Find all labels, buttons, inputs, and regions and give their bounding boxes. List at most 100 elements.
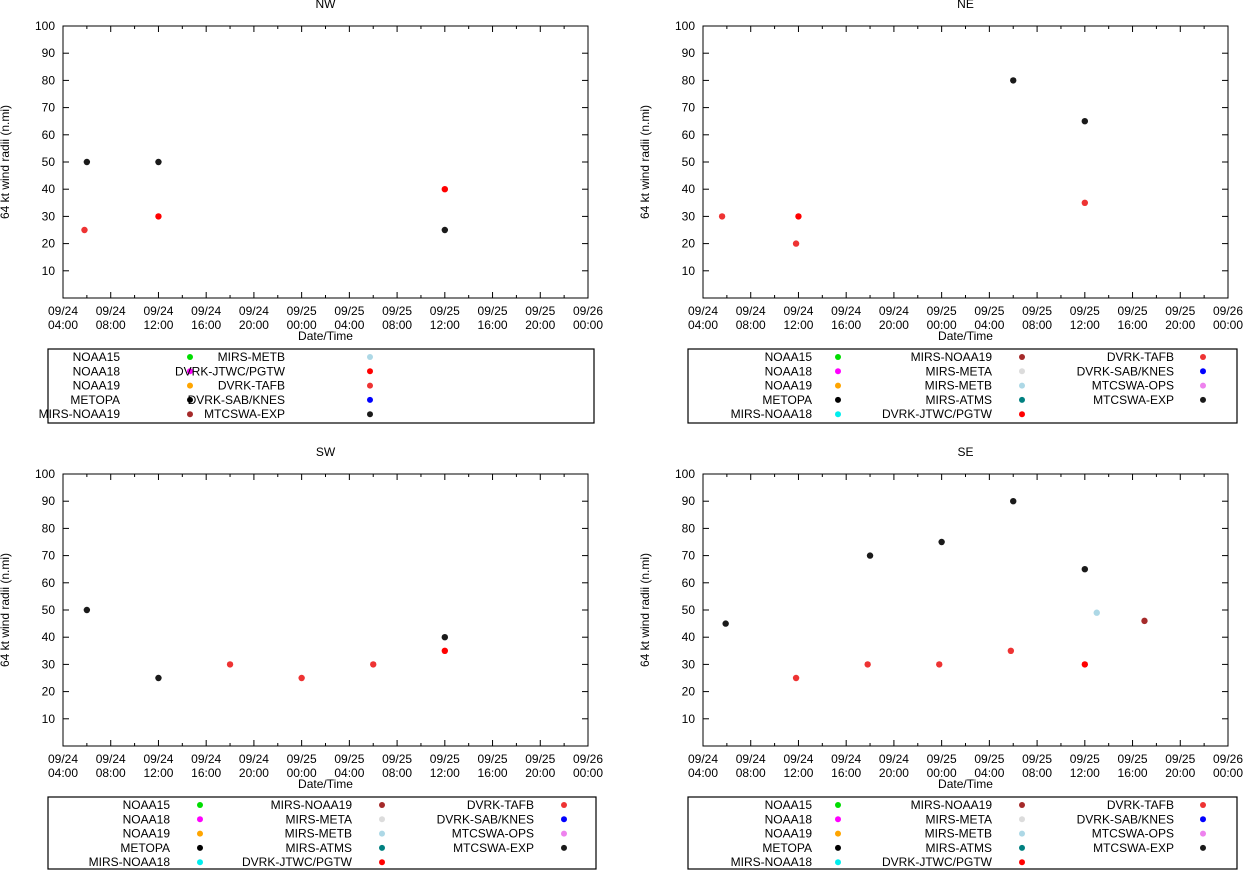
chart-title: SW	[316, 445, 336, 459]
plot-frame	[62, 473, 589, 747]
legend-marker	[1019, 411, 1025, 418]
legend-label: MIRS-NOAA19	[911, 798, 993, 812]
x-tick-label-time: 04:00	[974, 318, 1004, 332]
data-point-dvrk-tafb	[370, 661, 377, 668]
legend-marker	[1019, 802, 1025, 808]
x-axis-label: Date/Time	[298, 777, 353, 791]
legend-marker	[367, 396, 373, 403]
legend-label: NOAA15	[123, 798, 171, 812]
legend-label: NOAA19	[73, 379, 121, 393]
data-point-mirs-noaa19	[1141, 617, 1148, 625]
x-tick-label-date: 09/25	[974, 752, 1004, 766]
x-tick-label-date: 09/25	[430, 304, 460, 318]
x-tick-label-date: 09/25	[1165, 304, 1195, 318]
legend-marker	[379, 830, 385, 837]
legend-label: MIRS-METB	[285, 827, 352, 841]
legend-label: NOAA15	[765, 350, 813, 364]
y-tick-label: 60	[682, 576, 696, 590]
y-tick-label: 30	[682, 209, 696, 223]
legend-label: NOAA15	[73, 350, 121, 364]
y-tick-label: 90	[42, 494, 56, 508]
legend-label: NOAA18	[765, 812, 813, 826]
chart-panel-nw: NW10203040506070809010009/2404:0009/2408…	[0, 0, 603, 424]
x-tick-label-date: 09/25	[1022, 752, 1052, 766]
x-tick-label-date: 09/24	[736, 752, 766, 766]
legend-label: NOAA19	[123, 827, 171, 841]
x-tick-label-time: 04:00	[688, 766, 718, 780]
y-tick-label: 100	[675, 467, 695, 481]
y-tick-label: 10	[42, 712, 56, 726]
x-tick-label-time: 04:00	[688, 318, 718, 332]
legend-label: NOAA18	[73, 364, 121, 378]
legend-marker	[1019, 382, 1025, 389]
legend-marker	[187, 368, 193, 375]
legend-marker	[835, 382, 841, 389]
data-point-mtcswa-exp	[441, 634, 449, 641]
legend-label: MIRS-META	[286, 812, 352, 826]
x-tick-label-time: 12:00	[430, 766, 460, 780]
y-tick-label: 50	[682, 155, 696, 169]
y-tick-label: 100	[675, 19, 695, 33]
x-tick-label-time: 00:00	[573, 318, 603, 332]
y-tick-label: 40	[42, 630, 56, 644]
x-tick-label-date: 09/25	[525, 304, 555, 318]
x-tick-label-date: 09/25	[287, 304, 317, 318]
x-tick-label-time: 04:00	[48, 766, 78, 780]
chart-title: SE	[957, 445, 973, 459]
x-tick-label-time: 20:00	[879, 766, 909, 780]
x-tick-label-time: 04:00	[334, 766, 364, 780]
data-point-dvrk-jtwc-pgtw	[795, 213, 802, 220]
legend-label: MIRS-ATMS	[926, 841, 992, 855]
legend-frame	[47, 348, 595, 424]
legend-label: DVRK-JTWC/PGTW	[882, 855, 993, 869]
data-point-metopa	[155, 158, 162, 166]
data-point-dvrk-jtwc-pgtw	[1081, 661, 1089, 668]
chart-title: NE	[957, 0, 974, 11]
x-tick-label-date: 09/24	[239, 752, 269, 766]
x-tick-label-date: 09/24	[736, 304, 766, 318]
x-tick-label-date: 09/24	[96, 304, 126, 318]
y-tick-label: 40	[682, 630, 696, 644]
legend-label: DVRK-TAFB	[218, 379, 285, 393]
y-tick-label: 50	[42, 155, 56, 169]
x-tick-label-date: 09/25	[287, 752, 317, 766]
legend-label: MIRS-NOAA18	[89, 855, 171, 869]
legend-label: MTCSWA-OPS	[452, 827, 534, 841]
x-tick-label-date: 09/25	[382, 752, 412, 766]
legend-marker	[187, 354, 193, 360]
legend-marker	[1019, 368, 1025, 375]
x-tick-label-date: 09/24	[96, 752, 126, 766]
legend-marker	[379, 802, 385, 808]
x-tick-label-time: 16:00	[1118, 318, 1148, 332]
legend-label: MIRS-METB	[925, 827, 992, 841]
x-tick-label-time: 20:00	[1165, 766, 1195, 780]
x-tick-label-date: 09/25	[927, 304, 957, 318]
legend-marker	[561, 844, 567, 851]
y-tick-label: 70	[42, 101, 56, 115]
legend-marker	[1200, 368, 1206, 375]
x-tick-label-time: 12:00	[783, 318, 813, 332]
data-point-dvrk-jtwc-pgtw	[441, 647, 449, 654]
data-point-metopa	[1010, 77, 1017, 84]
legend-label: DVRK-SAB/KNES	[188, 393, 285, 407]
legend-marker	[187, 382, 193, 389]
legend-marker	[1200, 802, 1206, 808]
x-tick-label-date: 09/25	[334, 304, 364, 318]
data-point-dvrk-tafb	[718, 213, 726, 220]
data-point-metopa	[722, 620, 729, 627]
x-tick-label-time: 12:00	[430, 318, 460, 332]
legend-marker	[1200, 816, 1206, 823]
legend-marker	[367, 368, 373, 375]
y-tick-label: 90	[682, 494, 696, 508]
plot-frame	[702, 473, 1229, 747]
x-tick-label-time: 16:00	[478, 766, 508, 780]
x-axis-label: Date/Time	[938, 329, 993, 343]
x-tick-label-date: 09/26	[1213, 304, 1243, 318]
legend-marker	[197, 859, 203, 866]
legend-marker	[1200, 354, 1206, 360]
x-tick-label-time: 08:00	[382, 766, 412, 780]
x-tick-label-date: 09/25	[430, 752, 460, 766]
x-tick-label-date: 09/25	[1165, 752, 1195, 766]
y-tick-label: 80	[42, 73, 56, 87]
